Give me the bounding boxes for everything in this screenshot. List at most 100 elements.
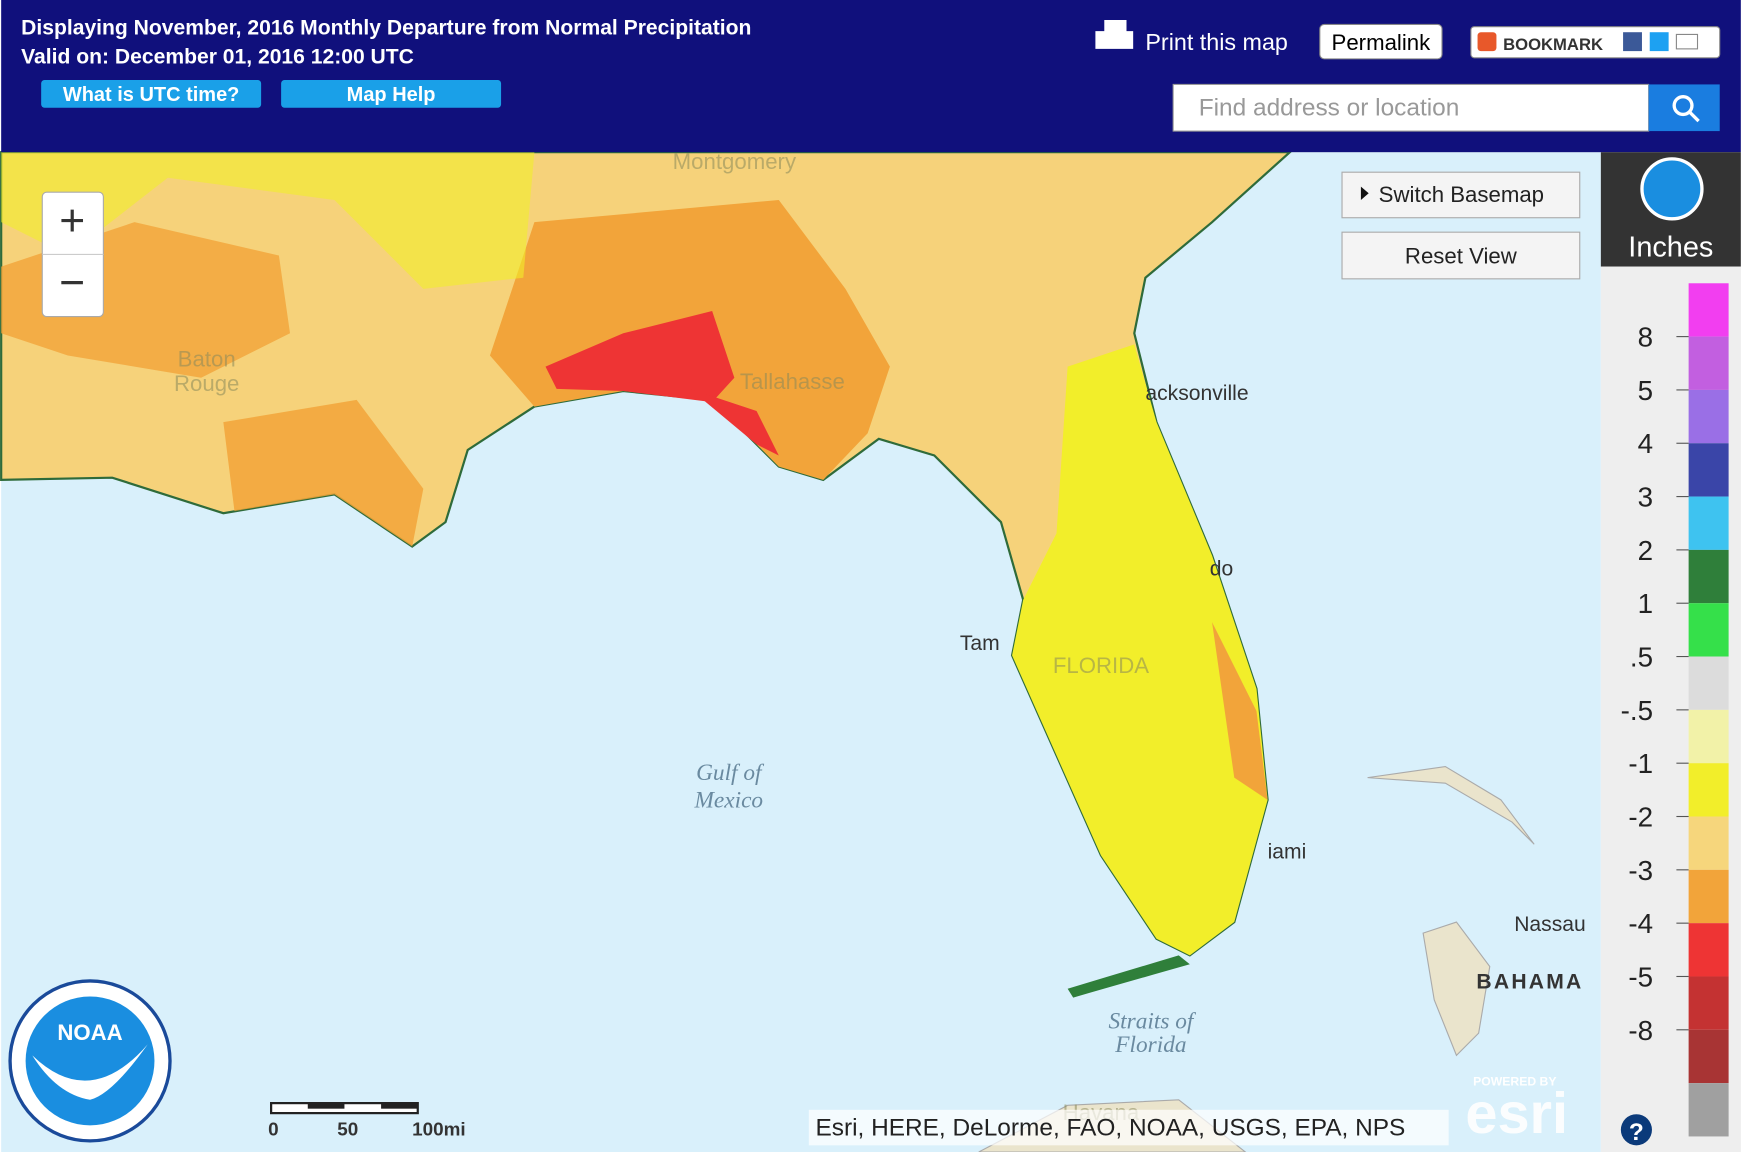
search-icon	[1672, 94, 1694, 117]
very-dry-area	[689, 388, 779, 456]
zoom-in[interactable]: +	[59, 197, 85, 246]
legend-swatch	[1688, 603, 1729, 657]
legend-swatch	[1688, 869, 1729, 924]
search-placeholder: Find address or location	[1199, 95, 1460, 122]
legend-swatch	[1688, 443, 1729, 497]
legend-swatch	[1688, 549, 1729, 604]
legend-swatch	[1688, 709, 1729, 764]
map-labels: acksonville do Tam iami Nassau BAHAMA Gu…	[174, 149, 1586, 1125]
logo-text: NOAA	[57, 1020, 122, 1045]
logo-disc	[25, 996, 155, 1126]
permalink-button[interactable]	[1319, 23, 1443, 60]
valid-time: Valid on: December 01, 2016 12:00 UTC	[21, 45, 414, 68]
help-button[interactable]	[281, 79, 502, 108]
sea-label: Florida	[1114, 1032, 1186, 1058]
place-label: BAHAMA	[1476, 971, 1583, 994]
legend-swatch	[1688, 1083, 1729, 1137]
permalink-label: Permalink	[1332, 30, 1432, 55]
legend-swatch	[1688, 336, 1729, 390]
twitter-icon[interactable]	[1649, 32, 1669, 52]
zoom-out[interactable]: −	[59, 259, 85, 308]
place-label: Montgomery	[673, 149, 797, 174]
place-label: do	[1210, 557, 1233, 580]
reset-view-label: Reset View	[1405, 243, 1518, 268]
print-icon[interactable]	[1095, 19, 1134, 49]
island	[1422, 921, 1491, 1057]
legend-swatch	[1688, 283, 1729, 337]
esri-logo: esri	[1465, 1082, 1568, 1146]
scale-bar: 0 50 100mi	[268, 1102, 466, 1140]
legend-swatch	[1688, 976, 1729, 1030]
legend-swatch	[1688, 923, 1729, 977]
scale-label: 50	[337, 1119, 358, 1140]
dry-area	[223, 399, 424, 547]
powered-by: POWERED BY	[1473, 1074, 1556, 1088]
legend-label: -1	[1628, 748, 1653, 779]
land	[0, 151, 1293, 957]
legend-label: 1	[1638, 588, 1653, 619]
legend-noaa-logo	[1640, 157, 1704, 221]
legend-label: -3	[1628, 855, 1653, 886]
place-label: iami	[1268, 841, 1307, 864]
dry-area	[1212, 622, 1268, 800]
legend: 8 5 4 3 2 1 .5 -.5 -1 -2 -3 -4 -5 -8	[1621, 283, 1729, 1137]
very-dry-area	[545, 311, 735, 403]
scale-label: 100mi	[412, 1119, 466, 1140]
legend-label: -5	[1628, 961, 1653, 992]
legend-title: Inches	[1628, 232, 1713, 264]
bookmark-label: BOOKMARK	[1503, 35, 1603, 54]
place-label: Nassau	[1514, 913, 1586, 936]
attribution: Esri, HERE, DeLorme, FAO, NOAA, USGS, EP…	[815, 1114, 1405, 1141]
sea-label: Mexico	[694, 788, 764, 814]
legend-swatch	[1688, 656, 1729, 710]
zoom-control: + −	[41, 191, 104, 318]
legend-label: 8	[1638, 322, 1653, 353]
search-icon	[1688, 111, 1700, 123]
email-icon[interactable]	[1675, 33, 1699, 50]
title: Displaying November, 2016 Monthly Depart…	[21, 16, 751, 39]
help-icon-glyph: ?	[1629, 1119, 1644, 1146]
legend-swatch	[1688, 496, 1729, 550]
scale-label: 0	[268, 1119, 279, 1140]
scale-seg	[307, 1103, 345, 1109]
legend-swatch	[1688, 763, 1729, 817]
utc-button[interactable]	[41, 79, 262, 108]
near-normal-area	[1, 152, 535, 289]
legend-label: 3	[1638, 482, 1653, 513]
attribution-box	[808, 1109, 1449, 1146]
scale-seg	[381, 1103, 418, 1109]
sea-label: Gulf of	[696, 760, 765, 786]
legend-label: 4	[1638, 428, 1653, 459]
place-label: Tallahasse	[740, 369, 845, 394]
print-link[interactable]: Print this map	[1145, 29, 1288, 55]
legend-label: -8	[1628, 1015, 1653, 1046]
arrow	[1360, 186, 1369, 200]
legend-label: 2	[1638, 535, 1653, 566]
switch-basemap-button[interactable]	[1341, 171, 1581, 219]
switch-basemap-label: Switch Basemap	[1379, 182, 1544, 207]
facebook-icon[interactable]	[1623, 32, 1642, 52]
place-label: Baton	[178, 347, 236, 372]
place-label: FLORIDA	[1053, 653, 1149, 678]
bookmark-icon	[1477, 32, 1497, 52]
help-icon[interactable]	[1620, 1114, 1652, 1146]
legend-label: -2	[1628, 802, 1653, 833]
logo-bird	[32, 1044, 148, 1100]
keys	[1067, 955, 1190, 998]
search-button[interactable]	[1648, 84, 1720, 132]
reset-view-button[interactable]	[1341, 231, 1581, 280]
legend-swatch	[1688, 1029, 1729, 1084]
noaa-logo: NOAA	[8, 979, 172, 1143]
place-label: Tam	[960, 632, 1000, 655]
legend-swatch	[1688, 816, 1729, 870]
legend-label: 5	[1638, 375, 1653, 406]
legend-swatch	[1688, 389, 1729, 444]
sea-label: Straits of	[1109, 1009, 1197, 1035]
help-button-label: Map Help	[347, 84, 436, 106]
place-label: acksonville	[1145, 382, 1248, 405]
place-label: Rouge	[174, 371, 239, 396]
island	[1367, 765, 1535, 845]
wet-normal-area	[1012, 344, 1268, 956]
